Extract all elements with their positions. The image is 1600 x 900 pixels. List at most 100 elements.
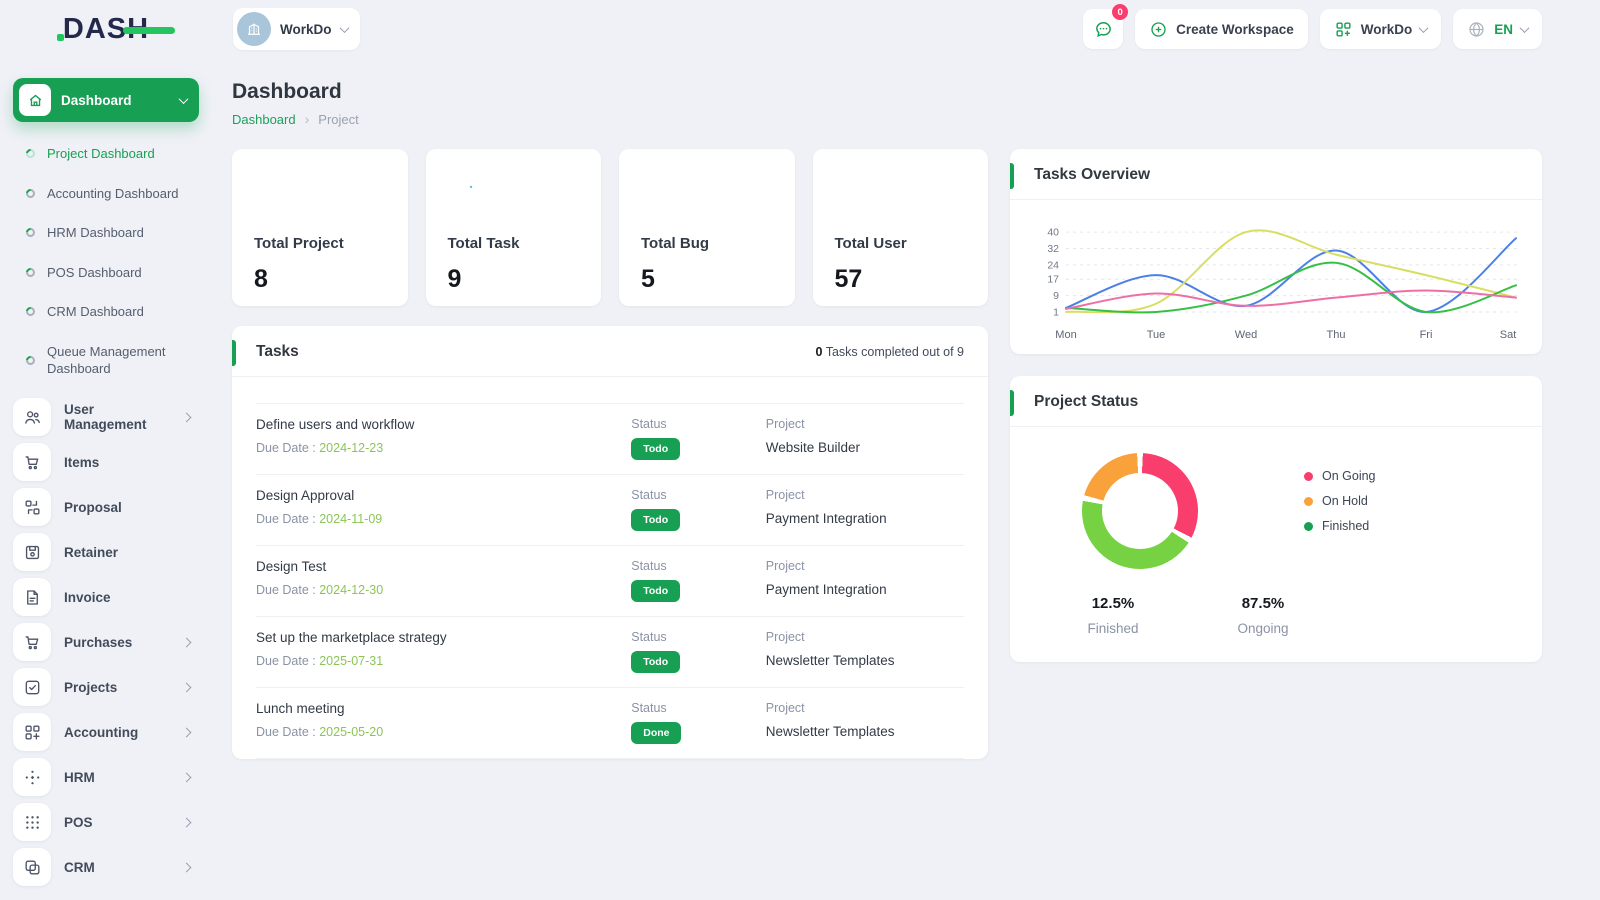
ring-bullet-icon (24, 226, 37, 240)
ring-bullet-icon (24, 266, 37, 279)
create-workspace-button[interactable]: Create Workspace (1135, 9, 1308, 49)
apps-menu-button[interactable]: WorkDo (1319, 9, 1442, 49)
chevron-down-icon (1418, 22, 1429, 33)
task-row: Design Approval Due Date : 2024-11-09 St… (256, 475, 964, 546)
sidebar-subitem-label: CRM Dashboard (47, 304, 144, 320)
tasks-summary: 0 Tasks completed out of 9 (815, 345, 964, 359)
sidebar-subitem[interactable]: POS Dashboard (0, 253, 212, 293)
checklist-icon (254, 170, 294, 210)
sidebar-subitem[interactable]: HRM Dashboard (0, 213, 212, 253)
app-logo: DASH (56, 13, 176, 46)
bug-icon (641, 170, 681, 210)
workspace-switcher[interactable]: WorkDo (233, 8, 360, 50)
task-row: Set up the marketplace strategy Due Date… (256, 617, 964, 688)
sidebar-subitem[interactable]: Accounting Dashboard (0, 174, 212, 214)
status-badge: Todo (631, 651, 681, 673)
svg-text:1: 1 (1053, 306, 1059, 318)
task-row: Define users and workflow Due Date : 202… (256, 404, 964, 475)
sidebar-subitem[interactable]: Project Dashboard (0, 134, 212, 174)
tasks-overview-card: Tasks Overview 1 9 17 24 32 40 Mon Tue Wed Thu Fri… (1010, 149, 1542, 354)
workspace-name: WorkDo (280, 21, 332, 37)
chevron-right-icon (181, 727, 192, 738)
task-due: Due Date : 2024-12-23 (256, 441, 384, 455)
globe-icon (1469, 21, 1484, 37)
apps-menu-label: WorkDo (1360, 21, 1413, 37)
svg-text:17: 17 (1047, 274, 1059, 286)
task-name: Set up the marketplace strategy (256, 630, 447, 645)
sidebar-subitem-label: HRM Dashboard (47, 225, 144, 241)
svg-text:Tue: Tue (1147, 329, 1166, 341)
sidebar-menu-label: CRM (64, 859, 95, 875)
main-content: Dashboard Dashboard › Project Total Proj… (232, 58, 1542, 767)
sidebar-menu-label: Projects (64, 679, 118, 695)
stat-card: Total Task 9 (425, 149, 601, 306)
status-column-label: Status (631, 417, 667, 431)
task-due-date: 2024-12-23 (319, 441, 384, 455)
grid-plus-icon (1336, 21, 1351, 37)
tasks-overview-title: Tasks Overview (1034, 166, 1151, 183)
tasks-card-title: Tasks (256, 343, 299, 360)
sidebar-menu-label: POS (64, 814, 93, 830)
sidebar-subitem-label: Queue Management Dashboard (47, 343, 166, 377)
task-name: Design Test (256, 559, 327, 574)
sidebar-menu-item[interactable]: Accounting (0, 710, 212, 755)
sidebar-menu-item[interactable]: POS (0, 800, 212, 845)
task-due-date: 2024-12-30 (319, 583, 384, 597)
legend-label: Finished (1322, 519, 1370, 533)
sidebar-subitem-label: POS Dashboard (47, 264, 142, 280)
workspace-avatar (237, 12, 271, 46)
logo-accent-dash (123, 26, 176, 34)
sidebar-item-dashboard[interactable]: Dashboard (13, 78, 199, 122)
stat-label: Total Bug (641, 235, 710, 252)
language-button[interactable]: EN (1453, 9, 1542, 49)
status-badge: Todo (631, 580, 681, 602)
svg-text:Thu: Thu (1327, 329, 1346, 341)
task-project: Newsletter Templates (765, 724, 895, 739)
status-column-label: Status (631, 701, 667, 715)
sidebar-menu-item[interactable]: Proposal (0, 485, 212, 530)
donut-legend: On Going On Hold Finished (1304, 469, 1376, 533)
topbar: DASH WorkDo 0 Create Workspace WorkDo EN (0, 0, 1600, 58)
sidebar-menu-item[interactable]: Retainer (0, 530, 212, 575)
sidebar-menu-item[interactable]: HRM (0, 755, 212, 800)
svg-text:Wed: Wed (1235, 329, 1257, 341)
sidebar-menu-item[interactable]: Items (0, 440, 212, 485)
chat-icon (1095, 21, 1111, 37)
sidebar-menu-item[interactable]: Invoice (0, 575, 212, 620)
svg-text:32: 32 (1047, 243, 1059, 255)
check-square-icon (13, 668, 51, 707)
cart-icon (13, 443, 51, 482)
svg-text:9: 9 (1053, 290, 1059, 302)
project-status-title: Project Status (1034, 393, 1139, 410)
stat-value: 5 (641, 265, 655, 293)
sidebar-menu-item[interactable]: CRM (0, 845, 212, 890)
line-series-pink (1065, 289, 1517, 310)
sidebar-item-label: Dashboard (61, 92, 132, 108)
line-series-blue (1065, 237, 1517, 313)
task-row: Lunch meeting Due Date : 2025-05-20 Stat… (256, 688, 964, 759)
stat-card: Total Bug 5 (619, 149, 795, 306)
logo-accent-dot (56, 33, 64, 41)
stats-row: Total Project 8 Total Task 9 Total Bug 5… (232, 149, 988, 306)
legend-dot-icon (1304, 471, 1313, 481)
ring-bullet-icon (24, 147, 37, 161)
chevron-right-icon (181, 682, 192, 693)
users-fill-icon (835, 170, 875, 210)
breadcrumb-home-link[interactable]: Dashboard (232, 111, 296, 127)
sidebar-menu-item[interactable]: Purchases (0, 620, 212, 665)
task-due-date: 2025-05-20 (319, 725, 384, 739)
stat-finished: 12.5% Finished (1087, 595, 1139, 636)
sidebar-menu-label: HRM (64, 769, 95, 785)
project-column-label: Project (765, 701, 805, 715)
legend-item: On Going (1304, 469, 1376, 483)
messages-button[interactable]: 0 (1083, 4, 1129, 49)
legend-label: On Hold (1322, 494, 1368, 508)
sidebar-menu-item[interactable]: User Management (0, 395, 212, 440)
sidebar-menu-item[interactable]: Projects (0, 665, 212, 710)
plus-circle-icon (1151, 21, 1166, 37)
task-row: Design Test Due Date : 2024-12-30 Status… (256, 546, 964, 617)
svg-text:Sat: Sat (1500, 329, 1517, 341)
cart-icon (13, 623, 51, 662)
sidebar-subitem[interactable]: CRM Dashboard (0, 292, 212, 332)
sidebar-subitem[interactable]: Queue Management Dashboard (0, 332, 212, 389)
